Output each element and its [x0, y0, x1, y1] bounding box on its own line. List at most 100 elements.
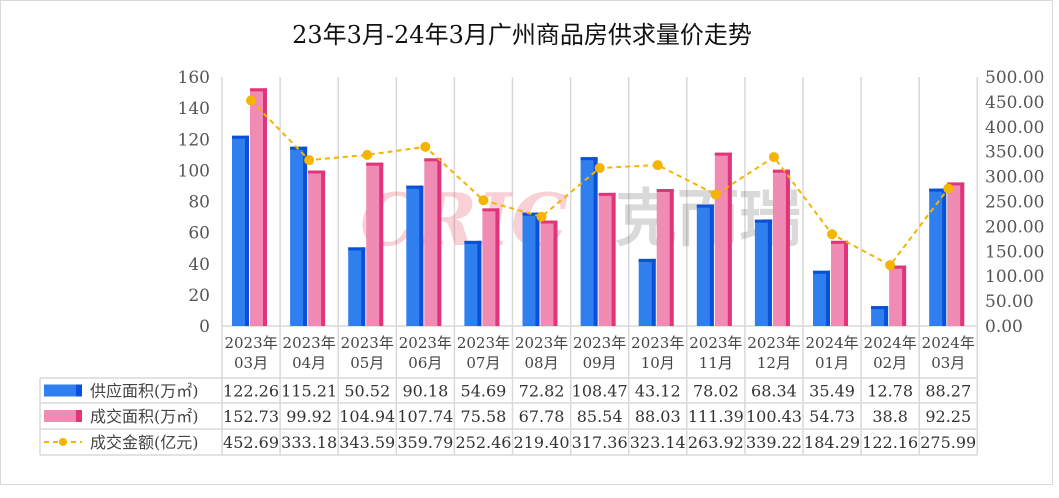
- table-cell: 339.22: [746, 433, 802, 452]
- bar-edge: [321, 170, 326, 326]
- bar-top: [754, 219, 772, 223]
- line-point: [768, 152, 779, 163]
- x-tick-label: 2023年 10月: [631, 334, 684, 372]
- bar-top: [580, 157, 598, 161]
- table-cell: 67.78: [519, 407, 565, 426]
- table-cell: 72.82: [519, 382, 565, 401]
- bar-top: [889, 265, 907, 269]
- line-point: [420, 141, 431, 152]
- table-cell: 75.58: [461, 407, 507, 426]
- bar-top: [871, 306, 889, 310]
- line-point: [536, 211, 547, 222]
- bar-edge: [263, 88, 267, 326]
- x-tick-label: 2023年 05月: [341, 334, 394, 372]
- table-cell: 122.16: [862, 433, 918, 452]
- table-cell: 104.94: [339, 407, 395, 426]
- bar-top: [598, 192, 616, 196]
- table-cell: 333.18: [281, 433, 337, 452]
- x-tick-label: 2023年 07月: [457, 334, 510, 372]
- line-point: [885, 260, 896, 271]
- legend-label: 成交面积(万㎡): [90, 407, 199, 426]
- bar-top: [482, 208, 500, 212]
- y-right-tick-label: 50.00: [985, 292, 1034, 312]
- table-cell: 252.46: [455, 433, 511, 452]
- legend-label: 供应面积(万㎡): [90, 382, 199, 401]
- bar-edge: [942, 188, 947, 326]
- table-cell: 68.34: [751, 382, 797, 401]
- y-right-tick-label: 250.00: [985, 193, 1044, 213]
- table-cell: 38.8: [872, 407, 908, 426]
- y-right-tick-label: 200.00: [985, 217, 1044, 237]
- bar-edge: [902, 265, 907, 326]
- bar-top: [831, 240, 848, 244]
- line-point: [362, 149, 373, 160]
- bar-edge: [419, 185, 424, 326]
- x-tick-label: 2023年 04月: [283, 334, 336, 372]
- table-cell: 43.12: [635, 382, 681, 401]
- table-cell: 88.03: [635, 407, 681, 426]
- bar-sales: [772, 169, 790, 326]
- bar-supply: [696, 204, 714, 326]
- bar-edge: [553, 220, 558, 326]
- table-cell: 263.92: [688, 433, 744, 452]
- bar-edge: [245, 135, 249, 326]
- table-cell: 35.49: [809, 382, 855, 401]
- bar-edge: [361, 247, 366, 326]
- bar-edge: [611, 192, 616, 326]
- bar-supply: [406, 185, 424, 326]
- bar-edge: [669, 189, 674, 326]
- legend-swatch-edge: [76, 384, 82, 397]
- bar-sales: [598, 192, 616, 326]
- table-cell: 85.54: [577, 407, 623, 426]
- x-tick-label: 2024年 02月: [864, 334, 917, 372]
- bar-edge: [785, 169, 790, 326]
- bar-top: [813, 270, 830, 274]
- x-tick-label: 2023年 11月: [689, 334, 742, 372]
- line-point: [652, 160, 663, 171]
- bar-sales: [540, 220, 558, 326]
- y-right-tick-label: 400.00: [985, 118, 1044, 138]
- bar-top: [540, 220, 558, 224]
- legend-label: 成交金额(亿元): [90, 433, 199, 452]
- line-point: [246, 95, 257, 106]
- legend-swatch-edge: [76, 410, 82, 422]
- bar-top: [250, 88, 267, 92]
- y-left-tick-label: 140: [178, 99, 210, 119]
- y-left-tick-label: 0: [199, 317, 210, 337]
- bar-edge: [884, 306, 889, 326]
- bar-sales: [831, 240, 848, 326]
- line-point: [710, 189, 721, 200]
- bar-top: [406, 185, 424, 189]
- table-cell: 54.73: [809, 407, 855, 426]
- bar-edge: [960, 182, 965, 326]
- bar-top: [464, 240, 482, 244]
- legend-swatch: [44, 384, 82, 397]
- y-left-tick-label: 100: [178, 161, 210, 181]
- y-right-tick-label: 300.00: [985, 168, 1044, 188]
- table-cell: 99.92: [286, 407, 332, 426]
- bar-supply: [929, 188, 947, 326]
- bar-edge: [495, 208, 500, 326]
- bar-supply: [464, 240, 482, 326]
- bar-top: [308, 170, 326, 174]
- x-tick-label: 2024年 01月: [805, 334, 858, 372]
- bar-sales: [947, 182, 965, 326]
- bar-edge: [379, 162, 384, 326]
- bar-supply: [754, 219, 772, 326]
- bar-supply: [522, 212, 540, 326]
- table-cell: 122.26: [223, 382, 279, 401]
- table-cell: 219.40: [514, 433, 570, 452]
- bar-supply: [871, 306, 889, 326]
- table-cell: 452.69: [223, 433, 279, 452]
- x-tick-label: 2023年 12月: [747, 334, 800, 372]
- line-point: [594, 162, 605, 173]
- table-cell: 343.59: [339, 433, 395, 452]
- line-point: [304, 155, 315, 166]
- bar-sales: [308, 170, 326, 326]
- table-cell: 50.52: [344, 382, 390, 401]
- bar-supply: [290, 146, 308, 326]
- legend-swatch: [44, 410, 82, 422]
- bar-edge: [844, 240, 848, 326]
- bar-top: [714, 152, 732, 156]
